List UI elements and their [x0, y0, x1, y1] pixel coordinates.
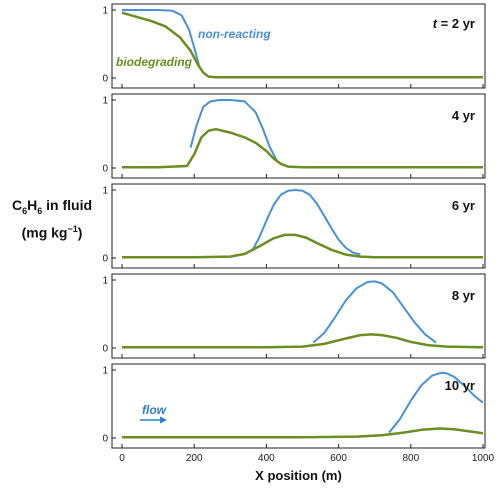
panel-3: 1 0 6 yr	[102, 183, 486, 269]
panel-5: 1 0 10 yr	[102, 363, 486, 449]
y-tick-label: 0	[102, 434, 108, 445]
panel-label: 8 yr	[452, 288, 475, 303]
panel-label-text: 4 yr	[452, 108, 475, 123]
x-tick-label: 200	[186, 453, 203, 464]
x-axis-title: X position (m)	[255, 468, 342, 483]
y-title-units-sup: −1	[67, 223, 78, 234]
panel-label: t = 2 yr	[433, 16, 475, 31]
panel-label: 6 yr	[452, 198, 475, 213]
non-reacting-line	[189, 99, 284, 166]
panel-frame	[111, 273, 486, 359]
biodegrading-line	[122, 333, 484, 349]
biodegrading-line	[122, 233, 483, 259]
y-title-sub1: 6	[22, 205, 28, 216]
non-reacting-line	[251, 189, 361, 256]
y-tick-label: 1	[102, 366, 108, 377]
y-tick-label: 0	[102, 344, 108, 355]
flow-annotation: flow	[142, 403, 167, 417]
panel-label-text: 10 yr	[445, 378, 475, 393]
panel-label-text: 6 yr	[452, 198, 475, 213]
biodegrading-line	[122, 427, 484, 439]
non-reacting-line	[122, 9, 201, 69]
x-tick-label: 400	[258, 453, 275, 464]
panel-frame	[111, 93, 486, 179]
panel-label-text: = 2 yr	[437, 16, 475, 31]
panel-label: 10 yr	[445, 378, 475, 393]
panel-1: 1 0 t = 2 yr	[102, 3, 486, 89]
x-tick-label: 800	[402, 453, 419, 464]
y-title-rest: in fluid	[42, 197, 93, 213]
biodegrading-line	[122, 127, 483, 169]
x-tick-label: 0	[119, 453, 125, 464]
y-tick-label: 0	[102, 254, 108, 265]
biodegrading-line	[121, 11, 483, 79]
y-title-units-end: )	[77, 224, 83, 241]
y-tick-label: 1	[102, 6, 108, 17]
y-tick-label: 1	[102, 276, 108, 287]
panel-frame	[111, 363, 486, 449]
panel-label-text: 8 yr	[452, 288, 475, 303]
biodegrading-annotation: biodegrading	[116, 55, 193, 69]
y-title-h: H	[27, 197, 38, 213]
y-tick-label: 0	[102, 164, 108, 175]
y-title-units: (mg kg	[21, 224, 68, 241]
y-axis-title-line1: C6H6 in fluid	[2, 196, 102, 220]
y-title-sub2: 6	[37, 205, 43, 216]
panel-frame	[111, 3, 486, 89]
non-reacting-line	[388, 371, 484, 434]
panel-4: 1 0 8 yr	[102, 273, 486, 359]
panel-label-var: t	[433, 16, 438, 31]
y-tick-label: 1	[102, 96, 108, 107]
y-axis-title: C6H6 in fluid (mg kg−1)	[2, 196, 102, 241]
x-tick-label: 600	[330, 453, 347, 464]
y-title-c: C	[11, 197, 23, 213]
y-tick-label: 0	[102, 74, 108, 85]
panel-frame	[111, 183, 486, 269]
flow-arrow-icon	[160, 416, 167, 424]
panel-label: 4 yr	[452, 108, 475, 123]
y-axis-title-line2: (mg kg−1)	[2, 220, 102, 242]
non-reacting-annotation: non-reacting	[198, 27, 271, 41]
non-reacting-line	[312, 280, 437, 344]
panel-2: 1 0 4 yr	[102, 93, 486, 179]
x-tick-label: 1000	[472, 453, 495, 464]
y-tick-label: 1	[102, 186, 108, 197]
